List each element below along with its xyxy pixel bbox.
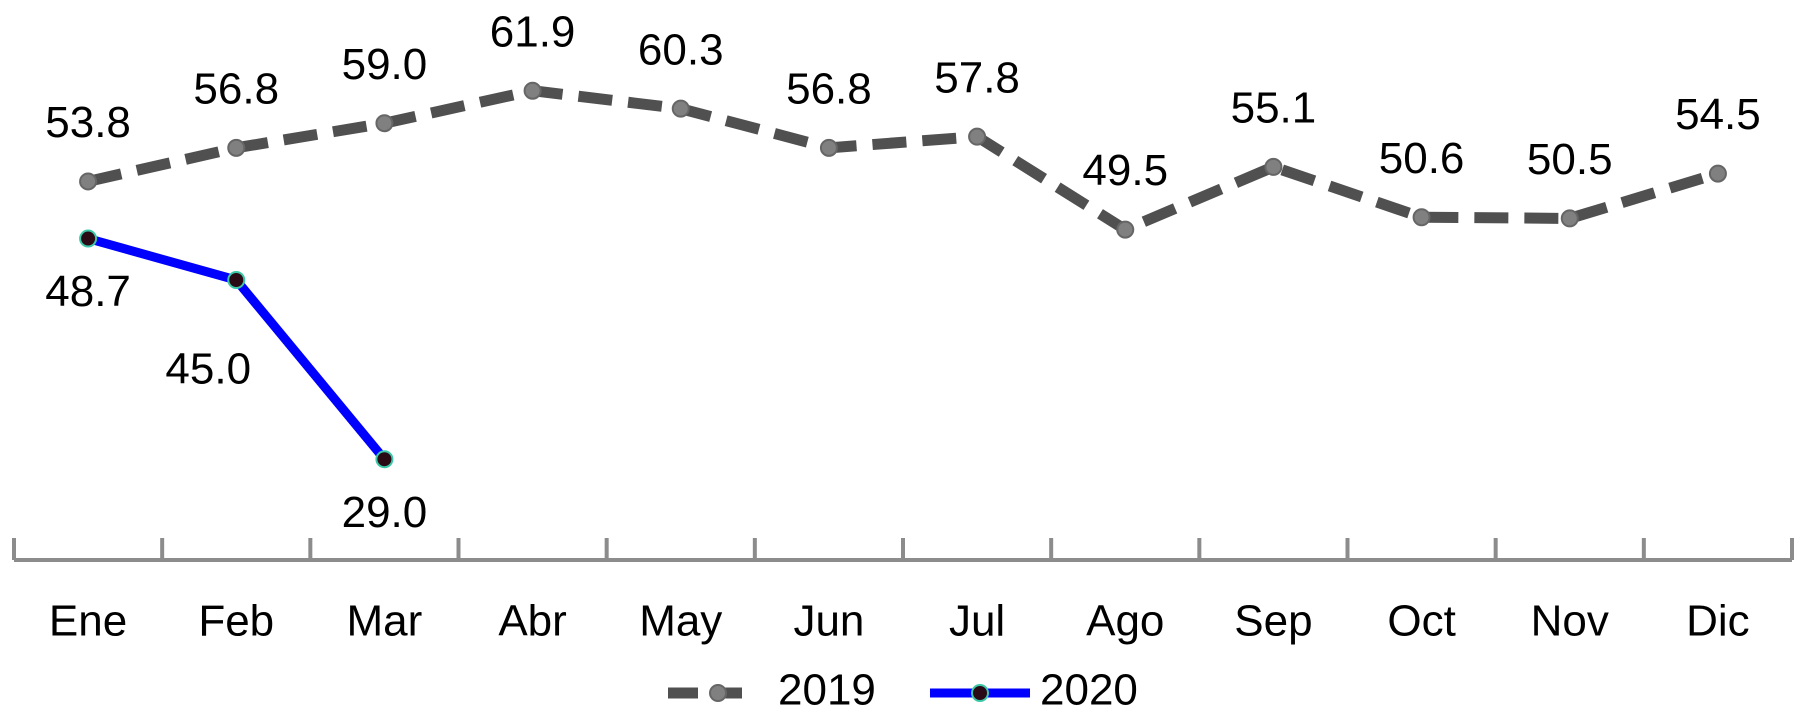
marker xyxy=(375,114,394,133)
data-label: 59.0 xyxy=(342,40,428,89)
legend-label: 2020 xyxy=(1040,666,1138,713)
marker xyxy=(671,99,690,118)
marker xyxy=(375,450,394,469)
marker xyxy=(79,229,98,248)
data-label: 29.0 xyxy=(342,488,428,537)
x-tick-label: Mar xyxy=(347,597,423,646)
marker xyxy=(1412,208,1431,227)
x-tick-label: Sep xyxy=(1234,597,1312,646)
data-label: 54.5 xyxy=(1675,90,1761,139)
x-tick-label: Oct xyxy=(1387,597,1455,646)
data-label: 57.8 xyxy=(934,53,1020,102)
x-tick-label: Jun xyxy=(793,597,864,646)
marker xyxy=(227,271,246,289)
data-label: 56.8 xyxy=(786,64,872,113)
x-tick-label: Abr xyxy=(498,597,566,646)
x-tick-label: Feb xyxy=(198,597,274,646)
data-label: 55.1 xyxy=(1231,84,1317,133)
data-label: 50.5 xyxy=(1527,135,1613,184)
marker xyxy=(968,127,987,146)
legend-label: 2019 xyxy=(778,666,876,713)
data-label: 53.8 xyxy=(45,98,131,147)
series-line xyxy=(86,85,1720,236)
x-tick-label: Dic xyxy=(1686,597,1750,646)
data-label: 56.8 xyxy=(193,64,279,113)
x-tick-label: Ago xyxy=(1086,597,1164,646)
x-tick-label: Ene xyxy=(49,597,127,646)
data-label: 60.3 xyxy=(638,25,724,74)
marker xyxy=(227,138,246,157)
marker xyxy=(79,172,98,191)
marker xyxy=(819,138,838,157)
marker xyxy=(1560,209,1579,228)
data-label: 48.7 xyxy=(45,267,131,316)
x-tick-label: Jul xyxy=(949,597,1005,646)
marker xyxy=(1264,157,1283,176)
marker xyxy=(523,81,542,100)
data-label: 45.0 xyxy=(165,345,251,394)
legend-marker xyxy=(709,684,727,702)
legend-marker xyxy=(971,684,989,702)
data-label: 61.9 xyxy=(490,7,576,56)
data-label: 49.5 xyxy=(1082,146,1168,195)
x-tick-label: Nov xyxy=(1531,597,1609,646)
data-label: 50.6 xyxy=(1379,134,1465,183)
marker xyxy=(1708,164,1727,183)
x-tick-label: May xyxy=(639,597,722,646)
marker xyxy=(1116,220,1135,239)
